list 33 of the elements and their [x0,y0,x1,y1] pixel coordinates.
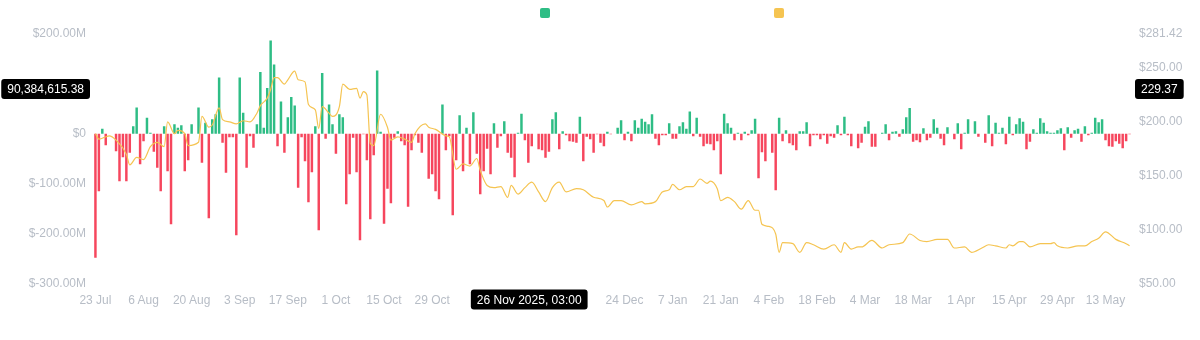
y2-tick-label: $150.00 [1139,168,1183,183]
x-tick-label: 3 Sep [224,293,256,308]
x-tick-label: 15 Oct [366,293,403,308]
y2-tick-label: $281.42 [1139,26,1183,41]
y2-tick-label: $50.00 [1139,275,1177,290]
x-tick-label: 7 Jan [657,293,688,308]
text: 26 Nov 2025, 03:00 [476,292,582,307]
x-tick-label: 23 Jul [79,293,112,308]
x-tick-label: 15 Apr [991,293,1027,308]
y2-tick-label: $200.00 [1139,114,1183,129]
y-tick-label: $-200.00M [28,225,86,240]
x-tick-label: 18 Feb [798,293,836,308]
y2-tick-label: $100.00 [1139,221,1183,236]
text: 229.37 [1141,82,1179,97]
x-tick-label: 29 Oct [414,293,451,308]
y-tick-label: $-300.00M [28,275,86,290]
x-tick-label: 4 Mar [849,293,881,308]
y-tick-label: $-100.00M [28,176,86,191]
x-tick-label: 4 Feb [753,293,785,308]
text: 90,384,615.38 [7,82,85,97]
x-tick-label: 29 Apr [1040,293,1075,308]
x-tick-label: 1 Apr [947,293,976,308]
x-tick-label: 17 Sep [268,293,308,308]
x-tick-label: 21 Jan [702,293,739,308]
x-tick-label: 18 Mar [894,293,932,308]
y-tick-label: $0 [72,126,87,141]
x-tick-label: 20 Aug [172,293,211,308]
x-tick-label: 1 Oct [321,293,351,308]
x-tick-label: 24 Dec [605,293,644,308]
y-tick-label: $200.00M [32,26,86,41]
x-tick-label: 13 May [1085,293,1126,308]
y2-tick-label: $250.00 [1139,60,1183,75]
x-tick-label: 6 Aug [128,293,159,308]
